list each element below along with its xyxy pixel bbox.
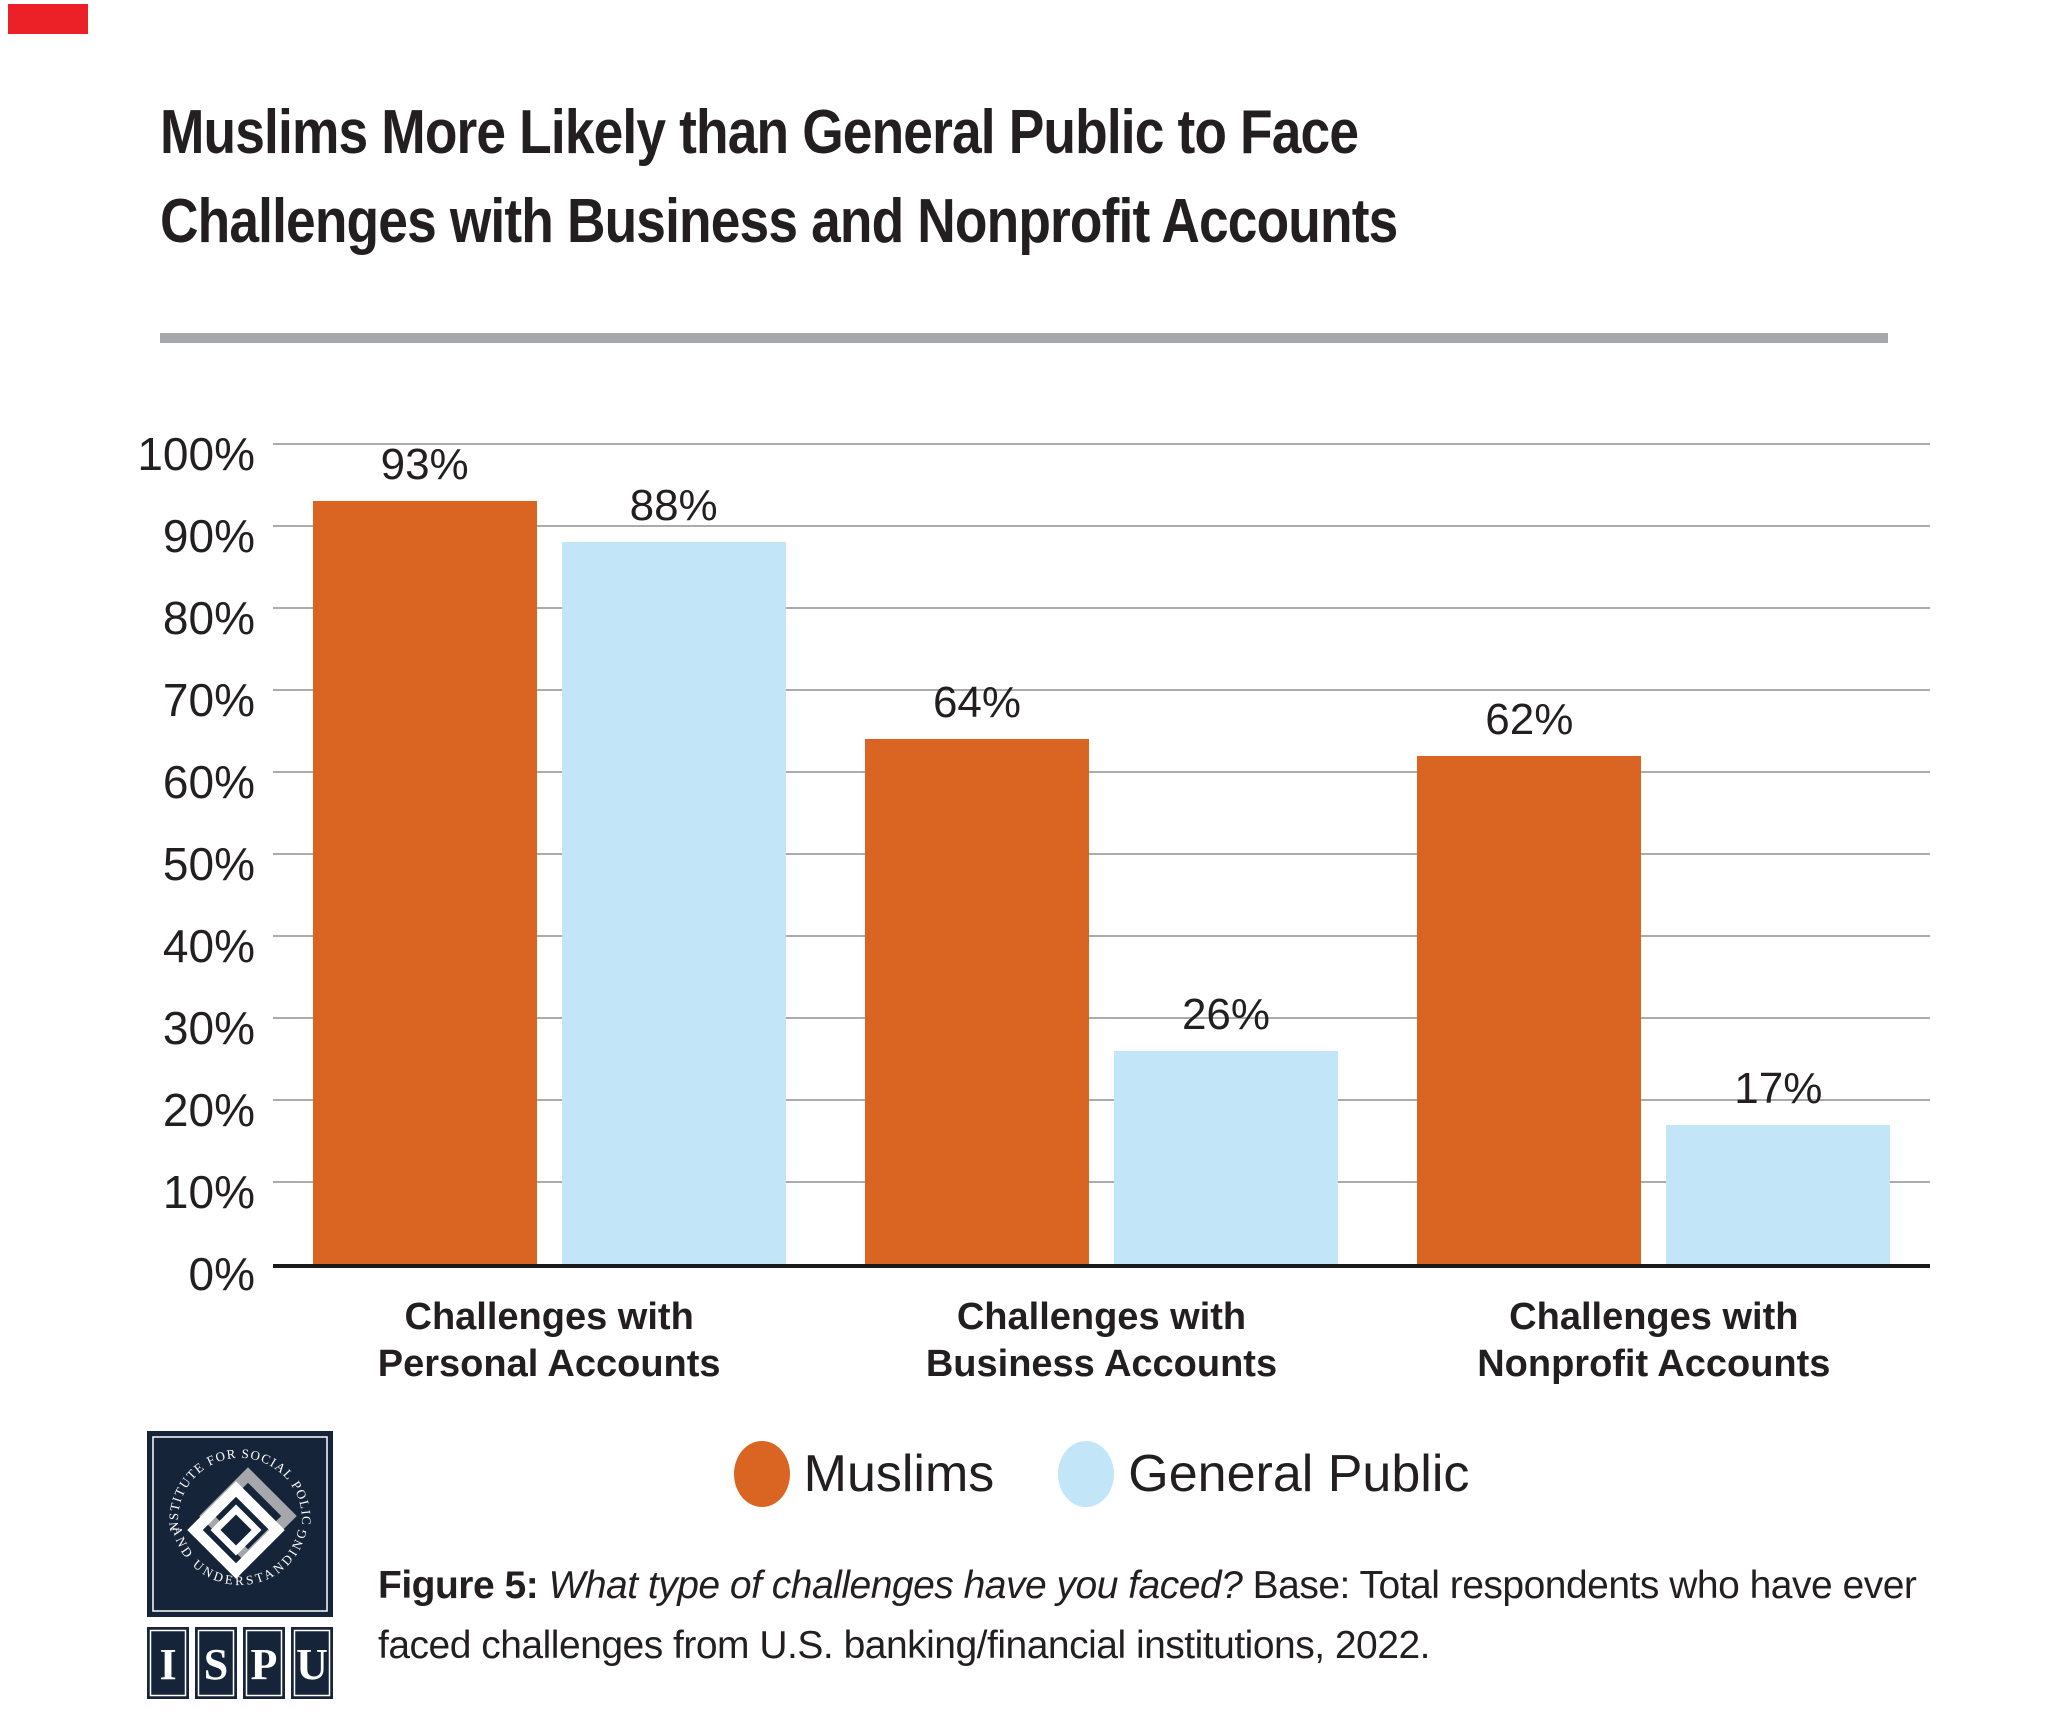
y-tick-label-90: 90% xyxy=(162,510,255,562)
y-tick-label-40: 40% xyxy=(162,920,255,972)
logo-inner-border xyxy=(152,1436,328,1612)
logo-ispu-letters: I S P U xyxy=(147,1627,333,1699)
y-tick-label-60: 60% xyxy=(162,756,255,808)
y-tick-label-10: 10% xyxy=(162,1166,255,1218)
bar-muslims-0 xyxy=(312,501,537,1264)
y-tick-label-70: 70% xyxy=(162,674,255,726)
legend-swatch-icon xyxy=(733,1441,790,1507)
y-tick-label-0: 0% xyxy=(188,1248,255,1300)
logo-letter-u: U xyxy=(296,1640,328,1689)
plot-area: 93% 64% 62% 88% 26% 17% xyxy=(273,441,1930,1268)
y-tick-label-50: 50% xyxy=(162,838,255,890)
legend-item-general-public: General Public xyxy=(1058,1441,1469,1507)
legend-swatch-icon xyxy=(1058,1441,1115,1507)
bar-general-public-2 xyxy=(1666,1124,1891,1264)
x-axis-label-line: Business Accounts xyxy=(925,1343,1278,1385)
x-axis-label-2: Challenges with Nonprofit Accounts xyxy=(1378,1294,1930,1388)
y-axis: 100% 90% 80% 70% 60% 50% 40% 30% 20% 10% 0% xyxy=(55,431,255,1297)
legend-item-muslims: Muslims xyxy=(733,1441,995,1507)
gridline-30 xyxy=(273,1017,1930,1019)
legend-label: General Public xyxy=(1128,1445,1470,1503)
bar-general-public-1 xyxy=(1114,1050,1338,1264)
gridline-20 xyxy=(273,1099,1930,1101)
gridline-90 xyxy=(273,525,1930,527)
logo-diamond-icon xyxy=(187,1467,297,1579)
bar-chart: 100% 90% 80% 70% 60% 50% 40% 30% 20% 10% 0% 93% 64%… xyxy=(137,431,1930,1385)
x-axis-label-line: Nonprofit Accounts xyxy=(1477,1343,1831,1385)
gridline-40 xyxy=(273,935,1930,937)
page-corner-accent xyxy=(8,4,88,34)
logo-letter-p: P xyxy=(251,1640,278,1689)
gridline-60 xyxy=(273,771,1930,773)
gridline-80 xyxy=(273,607,1930,609)
figure-caption-base: Base: Total respondents who have ever fa… xyxy=(378,1564,1917,1667)
x-axis-label-line: Challenges with xyxy=(404,1296,694,1338)
bar-value-label-muslims-0: 93% xyxy=(380,440,469,490)
figure-caption-question: What type of challenges have you faced? xyxy=(538,1564,1243,1607)
bar-value-label-muslims-1: 64% xyxy=(932,678,1022,728)
gridline-100 xyxy=(273,443,1930,445)
figure-caption-label: Figure 5: xyxy=(378,1564,539,1607)
bar-general-public-0 xyxy=(561,542,786,1264)
logo-letter-s: S xyxy=(204,1640,228,1689)
y-tick-label-30: 30% xyxy=(162,1002,255,1054)
x-axis-label-1: Challenges with Business Accounts xyxy=(825,1294,1377,1388)
title-divider xyxy=(160,333,1888,343)
x-axis-label-line: Challenges with xyxy=(956,1296,1247,1338)
chart-title: Muslims More Likely than General Public … xyxy=(160,88,1674,266)
gridline-50 xyxy=(273,853,1930,855)
figure-caption: Figure 5: What type of challenges have y… xyxy=(378,1556,1993,1676)
chart-legend: Muslims General Public xyxy=(273,1438,1930,1510)
bar-value-label-general-public-0: 88% xyxy=(629,481,718,531)
y-tick-label-20: 20% xyxy=(162,1084,255,1136)
gridline-10 xyxy=(273,1181,1930,1183)
chart-title-line2: Challenges with Business and Nonprofit A… xyxy=(160,187,1398,256)
bar-value-label-muslims-2: 62% xyxy=(1485,694,1574,744)
ispu-logo: INSTITUTE FOR SOCIAL POLICY AND UNDERSTA… xyxy=(147,1431,333,1699)
bar-value-label-general-public-2: 17% xyxy=(1734,1063,1823,1113)
bar-value-label-general-public-1: 26% xyxy=(1181,989,1271,1039)
y-tick-label-100: 100% xyxy=(137,428,255,480)
x-axis-label-line: Challenges with xyxy=(1509,1296,1799,1338)
bar-muslims-2 xyxy=(1417,755,1642,1264)
gridline-70 xyxy=(273,689,1930,691)
x-axis-label-line: Personal Accounts xyxy=(377,1343,721,1385)
legend-label: Muslims xyxy=(803,1445,995,1503)
logo-letter-i: I xyxy=(159,1640,176,1689)
x-axis-label-0: Challenges with Personal Accounts xyxy=(273,1294,825,1388)
bar-muslims-1 xyxy=(865,739,1089,1264)
y-tick-label-80: 80% xyxy=(162,592,255,644)
chart-title-line1: Muslims More Likely than General Public … xyxy=(160,98,1359,167)
